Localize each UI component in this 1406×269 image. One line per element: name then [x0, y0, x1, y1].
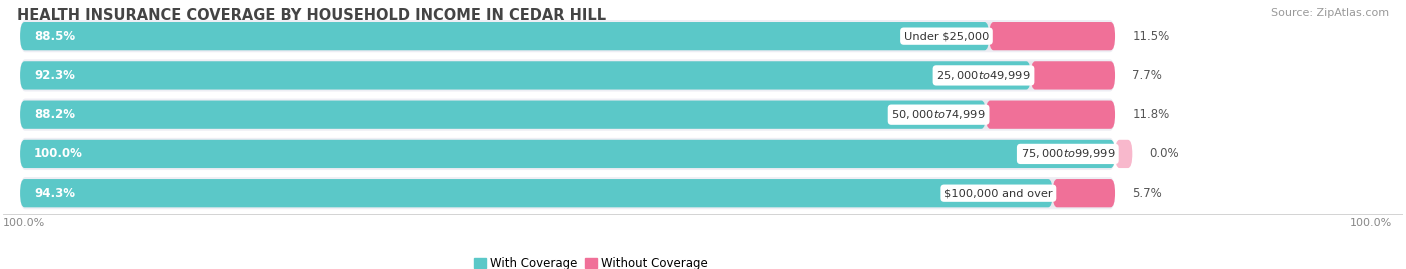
- FancyBboxPatch shape: [20, 101, 986, 129]
- Text: 7.7%: 7.7%: [1132, 69, 1163, 82]
- Text: 92.3%: 92.3%: [34, 69, 75, 82]
- Text: 0.0%: 0.0%: [1150, 147, 1180, 160]
- FancyBboxPatch shape: [20, 59, 1115, 91]
- Text: 100.0%: 100.0%: [1350, 218, 1392, 228]
- Text: $75,000 to $99,999: $75,000 to $99,999: [1021, 147, 1115, 160]
- Text: 11.5%: 11.5%: [1132, 30, 1170, 43]
- FancyBboxPatch shape: [20, 20, 1115, 52]
- Text: 88.2%: 88.2%: [34, 108, 75, 121]
- FancyBboxPatch shape: [24, 179, 1112, 207]
- FancyBboxPatch shape: [986, 101, 1115, 129]
- Text: 100.0%: 100.0%: [3, 218, 45, 228]
- Text: 88.5%: 88.5%: [34, 30, 75, 43]
- Text: $50,000 to $74,999: $50,000 to $74,999: [891, 108, 986, 121]
- FancyBboxPatch shape: [20, 140, 1115, 168]
- Text: 11.8%: 11.8%: [1132, 108, 1170, 121]
- FancyBboxPatch shape: [1115, 140, 1132, 168]
- FancyBboxPatch shape: [20, 138, 1115, 170]
- FancyBboxPatch shape: [990, 22, 1115, 50]
- FancyBboxPatch shape: [24, 22, 1112, 50]
- FancyBboxPatch shape: [20, 61, 1031, 90]
- FancyBboxPatch shape: [24, 140, 1112, 168]
- Text: $25,000 to $49,999: $25,000 to $49,999: [936, 69, 1031, 82]
- Text: HEALTH INSURANCE COVERAGE BY HOUSEHOLD INCOME IN CEDAR HILL: HEALTH INSURANCE COVERAGE BY HOUSEHOLD I…: [17, 8, 606, 23]
- Text: 100.0%: 100.0%: [34, 147, 83, 160]
- Text: 94.3%: 94.3%: [34, 187, 75, 200]
- FancyBboxPatch shape: [24, 101, 1112, 129]
- FancyBboxPatch shape: [24, 61, 1112, 90]
- FancyBboxPatch shape: [20, 177, 1115, 209]
- Text: 5.7%: 5.7%: [1132, 187, 1163, 200]
- FancyBboxPatch shape: [1053, 179, 1115, 207]
- FancyBboxPatch shape: [20, 98, 1115, 131]
- Legend: With Coverage, Without Coverage: With Coverage, Without Coverage: [474, 257, 709, 269]
- FancyBboxPatch shape: [20, 22, 990, 50]
- Text: $100,000 and over: $100,000 and over: [943, 188, 1053, 198]
- Text: Under $25,000: Under $25,000: [904, 31, 990, 41]
- FancyBboxPatch shape: [1031, 61, 1115, 90]
- Text: Source: ZipAtlas.com: Source: ZipAtlas.com: [1271, 8, 1389, 18]
- FancyBboxPatch shape: [20, 179, 1053, 207]
